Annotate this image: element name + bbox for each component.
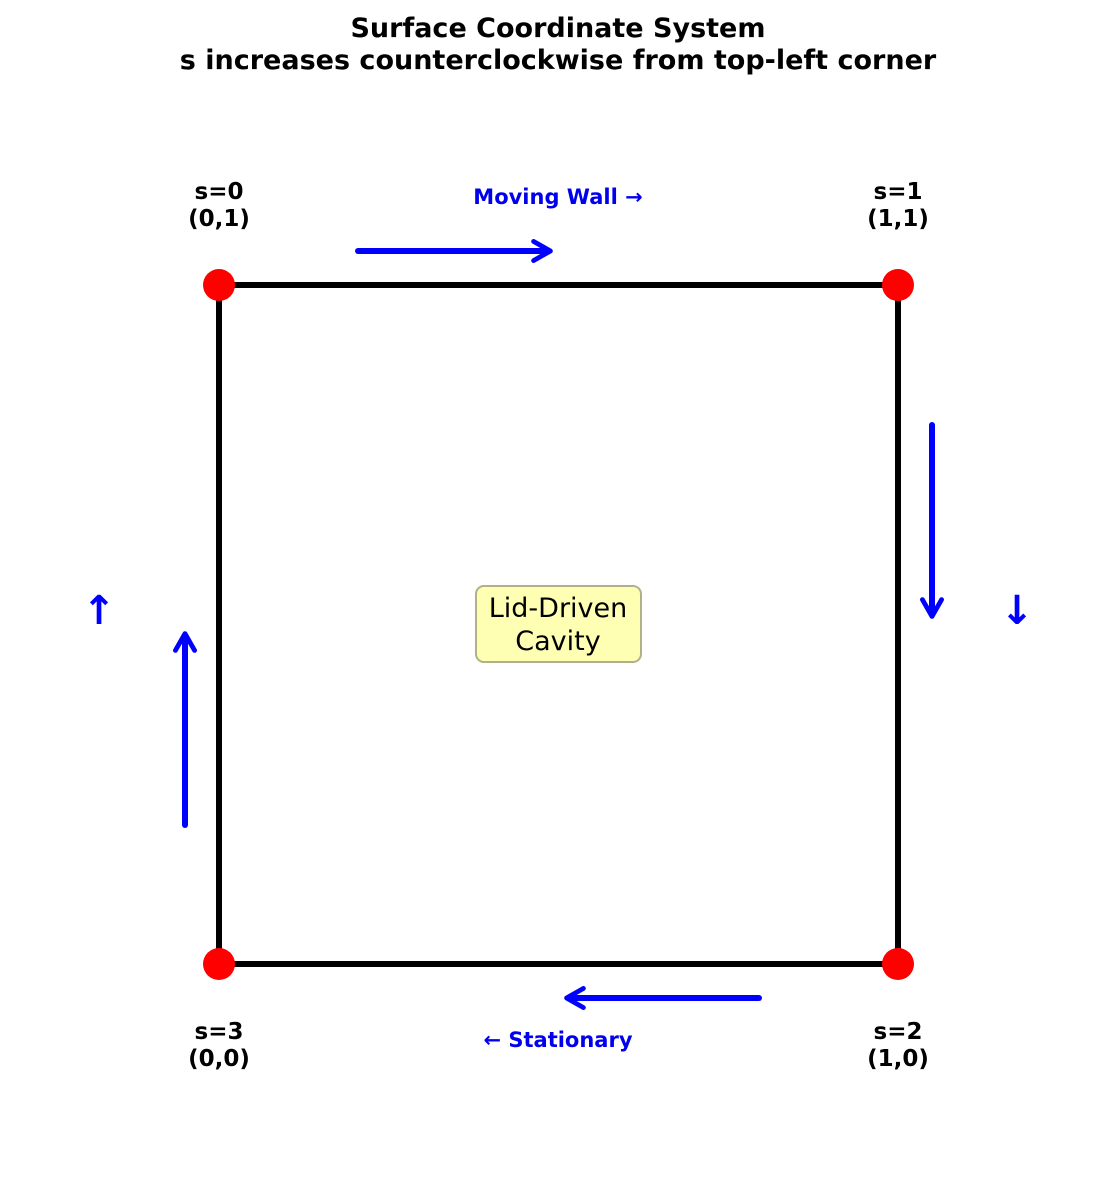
right-down-arrow-icon: ↓ <box>1000 588 1034 634</box>
corner-marker-s2 <box>882 948 914 980</box>
left-up-arrow-icon: ↑ <box>82 588 116 634</box>
corner-s1-coord-label: (1,1) <box>867 206 929 232</box>
corner-marker-s0 <box>203 269 235 301</box>
moving-wall-label: Moving Wall → <box>473 185 642 209</box>
center-label-box <box>475 585 642 663</box>
corner-marker-s1 <box>882 269 914 301</box>
corner-s3-coord-label: (0,0) <box>188 1046 250 1072</box>
center-label-line-1: Lid-Driven <box>489 593 628 624</box>
corner-s3-s-label: s=3 <box>195 1019 244 1045</box>
center-label-line-2: Cavity <box>515 626 600 657</box>
corner-marker-s3 <box>203 948 235 980</box>
stationary-wall-label: ← Stationary <box>483 1028 632 1052</box>
title-line-1: Surface Coordinate System <box>350 13 765 44</box>
corner-s0-s-label: s=0 <box>195 179 244 205</box>
corner-s1-s-label: s=1 <box>874 179 923 205</box>
corner-s2-s-label: s=2 <box>874 1019 923 1045</box>
corner-s2-coord-label: (1,0) <box>867 1046 929 1072</box>
corner-s0-coord-label: (0,1) <box>188 206 250 232</box>
title-line-2: s increases counterclockwise from top-le… <box>180 45 937 76</box>
cavity-frame <box>216 282 901 967</box>
